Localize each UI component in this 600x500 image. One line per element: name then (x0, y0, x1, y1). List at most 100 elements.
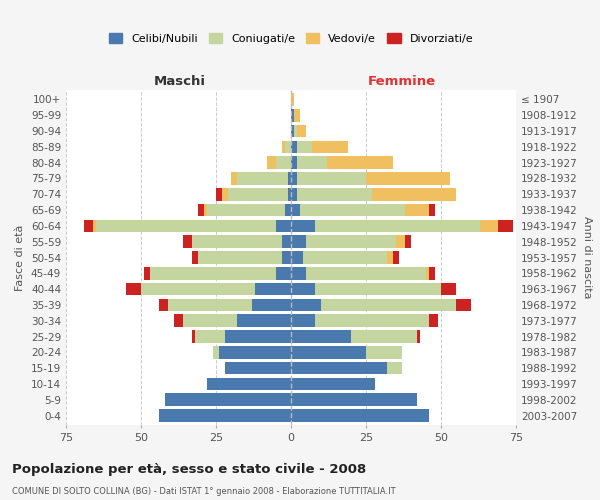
Bar (276, 267, 291, 280)
Bar (306, 236, 396, 248)
Bar (288, 188, 291, 200)
Bar (291, 267, 306, 280)
Bar (285, 140, 291, 153)
Bar (252, 298, 291, 311)
Bar (276, 156, 291, 169)
Bar (144, 267, 150, 280)
Bar (192, 251, 198, 264)
Bar (387, 362, 402, 374)
Bar (291, 314, 315, 327)
Bar (198, 251, 282, 264)
Bar (300, 204, 405, 216)
Bar (315, 314, 429, 327)
Bar (426, 267, 429, 280)
Bar (441, 283, 456, 296)
Bar (168, 298, 252, 311)
Bar (213, 346, 219, 358)
Bar (291, 188, 297, 200)
Y-axis label: Fasce di età: Fasce di età (16, 224, 25, 290)
Bar (294, 125, 297, 138)
Bar (387, 251, 393, 264)
Bar (456, 298, 471, 311)
Bar (297, 188, 372, 200)
Bar (498, 220, 513, 232)
Bar (192, 330, 195, 343)
Bar (393, 251, 399, 264)
Bar (288, 172, 291, 185)
Bar (276, 220, 291, 232)
Bar (291, 330, 351, 343)
Bar (327, 156, 393, 169)
Bar (312, 140, 348, 153)
Bar (231, 172, 237, 185)
Bar (291, 362, 387, 374)
Bar (204, 204, 207, 216)
Bar (297, 156, 327, 169)
Bar (297, 125, 306, 138)
Bar (372, 188, 456, 200)
Bar (291, 220, 315, 232)
Bar (480, 220, 498, 232)
Bar (315, 283, 441, 296)
Bar (126, 283, 141, 296)
Bar (405, 204, 429, 216)
Legend: Celibi/Nubili, Coniugati/e, Vedovi/e, Divorziati/e: Celibi/Nubili, Coniugati/e, Vedovi/e, Di… (104, 28, 478, 48)
Text: Femmine: Femmine (368, 76, 436, 88)
Bar (219, 346, 291, 358)
Bar (291, 283, 315, 296)
Y-axis label: Anni di nascita: Anni di nascita (581, 216, 592, 298)
Bar (216, 188, 222, 200)
Bar (291, 156, 297, 169)
Bar (291, 125, 294, 138)
Bar (291, 394, 417, 406)
Bar (303, 251, 387, 264)
Bar (159, 298, 168, 311)
Bar (396, 236, 405, 248)
Text: COMUNE DI SOLTO COLLINA (BG) - Dati ISTAT 1° gennaio 2008 - Elaborazione TUTTITA: COMUNE DI SOLTO COLLINA (BG) - Dati ISTA… (12, 488, 395, 496)
Bar (291, 298, 321, 311)
Bar (174, 314, 183, 327)
Bar (228, 188, 288, 200)
Bar (192, 236, 282, 248)
Bar (195, 330, 225, 343)
Bar (297, 140, 312, 153)
Bar (291, 378, 375, 390)
Bar (255, 283, 291, 296)
Bar (282, 251, 291, 264)
Bar (351, 330, 417, 343)
Bar (405, 236, 411, 248)
Bar (150, 267, 276, 280)
Bar (291, 109, 294, 122)
Bar (291, 409, 429, 422)
Bar (366, 346, 402, 358)
Bar (225, 362, 291, 374)
Bar (291, 236, 306, 248)
Bar (237, 314, 291, 327)
Bar (198, 204, 204, 216)
Bar (183, 236, 192, 248)
Text: Maschi: Maschi (154, 76, 206, 88)
Bar (93, 220, 96, 232)
Bar (165, 394, 291, 406)
Bar (237, 172, 288, 185)
Bar (207, 204, 285, 216)
Bar (96, 220, 276, 232)
Bar (429, 267, 435, 280)
Text: Popolazione per età, sesso e stato civile - 2008: Popolazione per età, sesso e stato civil… (12, 462, 366, 475)
Bar (306, 267, 426, 280)
Bar (429, 314, 438, 327)
Bar (225, 330, 291, 343)
Bar (285, 204, 291, 216)
Bar (291, 172, 297, 185)
Bar (294, 109, 300, 122)
Bar (291, 204, 300, 216)
Bar (267, 156, 276, 169)
Bar (159, 409, 291, 422)
Bar (417, 330, 420, 343)
Bar (291, 251, 303, 264)
Bar (291, 140, 297, 153)
Bar (222, 188, 228, 200)
Bar (429, 204, 435, 216)
Bar (297, 172, 366, 185)
Bar (207, 378, 291, 390)
